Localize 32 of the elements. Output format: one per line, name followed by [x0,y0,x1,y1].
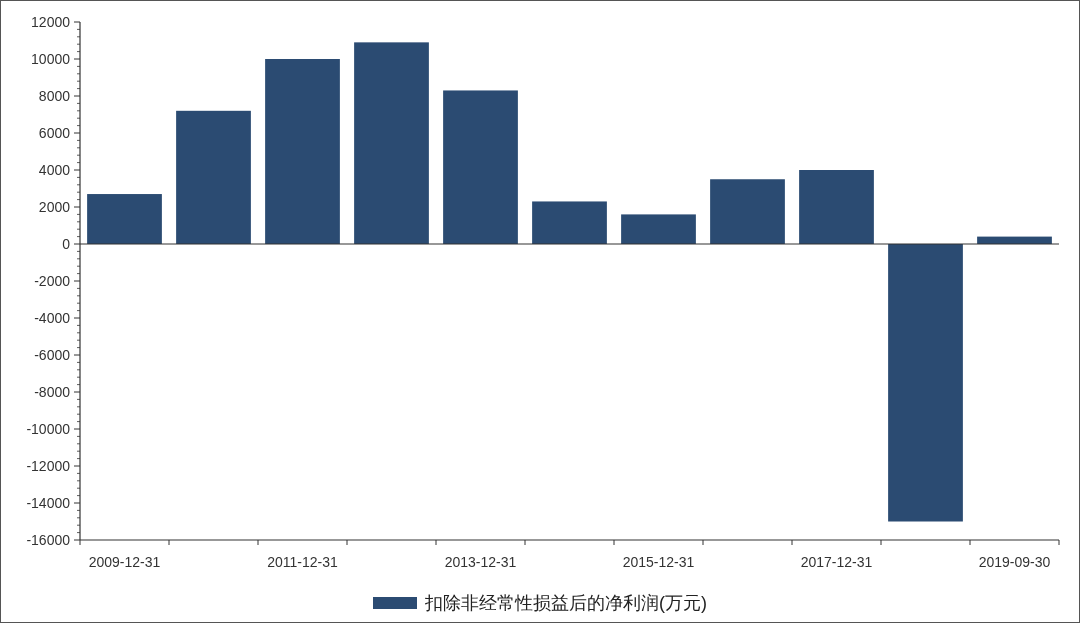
y-tick-label: 4000 [38,162,71,178]
y-tick-label: -4000 [34,310,71,326]
y-tick-label: 8000 [38,88,71,104]
bar [265,59,340,244]
y-tick-label: 2000 [38,199,71,215]
x-tick-label: 2019-09-30 [978,554,1051,570]
bar [87,194,162,244]
y-tick-label: -10000 [26,421,71,437]
legend-label: 扣除非经常性损益后的净利润(万元) [424,593,707,613]
x-tick-label: 2013-12-31 [444,554,517,570]
y-tick-label: -8000 [34,384,71,400]
bar [621,214,696,244]
bar [799,170,874,244]
bar [443,90,518,244]
x-tick-label: 2009-12-31 [88,554,161,570]
y-tick-label: 0 [62,236,71,252]
x-tick-label: 2015-12-31 [622,554,695,570]
bar [176,110,251,244]
x-tick-label: 2017-12-31 [800,554,873,570]
y-tick-label: 10000 [31,51,71,67]
y-tick-label: -2000 [34,273,71,289]
y-tick-label: -12000 [26,458,71,474]
y-tick-label: -16000 [26,532,71,548]
y-tick-label: 6000 [38,125,71,141]
bar [710,179,785,244]
bar [888,244,963,522]
y-tick-label: -14000 [26,495,71,511]
bar [354,42,429,244]
x-tick-label: 2011-12-31 [267,554,338,570]
y-tick-label: -6000 [34,347,71,363]
y-tick-label: 12000 [31,14,71,30]
bar [532,201,607,244]
